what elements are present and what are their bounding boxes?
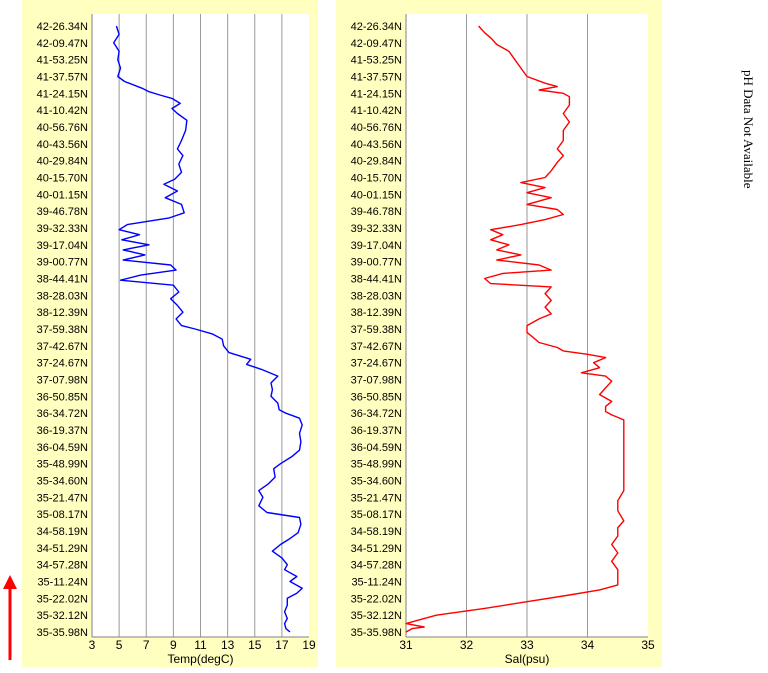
sal-y-tick-label: 40-01.15N	[351, 189, 402, 201]
sal-profile-line	[405, 25, 625, 633]
temp-x-tick-label: 17	[275, 638, 289, 652]
sal-y-tick-label: 39-17.04N	[351, 240, 402, 252]
temperature-chart: 3 5 7 9 11 13 15 17 19 42-26.34N 42-09.47N 41-53.25…	[37, 14, 316, 666]
temp-y-tick-label: 40-56.76N	[37, 122, 88, 134]
sal-y-tick-label: 40-43.56N	[351, 139, 402, 151]
sal-y-tick-label: 35-21.47N	[351, 492, 402, 504]
sal-y-tick-label: 37-24.67N	[351, 358, 402, 370]
sal-y-tick-label: 40-29.84N	[351, 156, 402, 168]
temp-y-tick-label: 35-21.47N	[37, 492, 88, 504]
temp-x-tick-label: 19	[302, 638, 316, 652]
sal-y-tick-label: 38-12.39N	[351, 307, 402, 319]
sal-y-tick-label: 34-51.29N	[351, 543, 402, 555]
temp-y-tick-label: 41-37.57N	[37, 72, 88, 84]
sal-y-tick-label: 34-58.19N	[351, 526, 402, 538]
temp-y-tick-label: 35-11.24N	[37, 577, 88, 589]
temp-y-tick-label: 35-22.02N	[37, 593, 88, 605]
temp-y-tick-label: 35-34.60N	[37, 476, 88, 488]
temp-x-tick-label: 7	[143, 638, 150, 652]
temp-x-axis-label: Temp(degC)	[167, 652, 233, 666]
sal-y-tick-label: 36-04.59N	[351, 442, 402, 454]
temp-y-tick-label: 37-42.67N	[37, 341, 88, 353]
ph-unavailable-note: pH Data Not Available	[741, 70, 768, 250]
temp-x-tick-label: 5	[116, 638, 123, 652]
temp-x-tick-label: 15	[248, 638, 262, 652]
temp-y-tick-label: 36-34.72N	[37, 408, 88, 420]
temp-y-tick-label: 39-17.04N	[37, 240, 88, 252]
salinity-chart: 31 32 33 34 35 42-26.34N 42-09.47N 41-53.25N 41-…	[351, 14, 655, 666]
sal-y-tick-label: 41-53.25N	[351, 55, 402, 67]
temp-y-tick-label: 41-53.25N	[37, 55, 88, 67]
temp-x-tick-label: 3	[89, 638, 96, 652]
sal-y-tick-label: 35-34.60N	[351, 476, 402, 488]
sal-y-tick-label: 41-24.15N	[351, 88, 402, 100]
temp-y-tick-label: 34-51.29N	[37, 543, 88, 555]
temp-y-tick-label: 36-04.59N	[37, 442, 88, 454]
temp-y-tick-label: 40-43.56N	[37, 139, 88, 151]
sal-y-tick-label: 40-15.70N	[351, 173, 402, 185]
temp-x-tick-label: 13	[221, 638, 235, 652]
temp-x-tick-label: 9	[170, 638, 177, 652]
temp-y-tick-label: 41-10.42N	[37, 105, 88, 117]
sal-y-tick-label: 35-08.17N	[351, 509, 402, 521]
sal-y-tick-label: 37-59.38N	[351, 324, 402, 336]
sal-x-axis-label: Sal(psu)	[505, 652, 550, 666]
temp-profile-line	[113, 25, 303, 633]
temp-y-tick-label: 38-44.41N	[37, 274, 88, 286]
sal-y-tick-label: 35-48.99N	[351, 459, 402, 471]
sal-x-tick-label: 33	[520, 638, 534, 652]
temp-y-tick-label: 35-08.17N	[37, 509, 88, 521]
sal-x-tick-label: 35	[641, 638, 655, 652]
temp-y-tick-label: 38-12.39N	[37, 307, 88, 319]
temp-y-tick-label: 37-24.67N	[37, 358, 88, 370]
sal-y-tick-label: 34-57.28N	[351, 560, 402, 572]
temp-y-tick-label: 35-32.12N	[37, 610, 88, 622]
sal-y-tick-label: 39-00.77N	[351, 257, 402, 269]
temp-y-tick-label: 38-28.03N	[37, 290, 88, 302]
temp-x-tick-label: 11	[194, 638, 207, 652]
sal-y-tick-label: 35-22.02N	[351, 593, 402, 605]
sal-y-tick-label: 35-35.98N	[351, 627, 402, 639]
temp-y-tick-label: 37-59.38N	[37, 324, 88, 336]
sal-y-tick-label: 37-42.67N	[351, 341, 402, 353]
direction-arrow-icon	[3, 575, 17, 660]
temp-y-tick-label: 40-29.84N	[37, 156, 88, 168]
sal-y-tick-label: 42-26.34N	[351, 21, 402, 33]
temp-y-tick-label: 35-48.99N	[37, 459, 88, 471]
sal-x-tick-label: 31	[399, 638, 413, 652]
temp-y-tick-label: 36-50.85N	[37, 391, 88, 403]
sal-y-tick-label: 39-32.33N	[351, 223, 402, 235]
temp-y-tick-label: 42-09.47N	[37, 38, 88, 50]
sal-y-tick-label: 38-44.41N	[351, 274, 402, 286]
sal-y-tick-label: 35-11.24N	[351, 577, 402, 589]
sal-y-tick-label: 40-56.76N	[351, 122, 402, 134]
sal-x-tick-label: 32	[460, 638, 474, 652]
temp-y-tick-label: 34-57.28N	[37, 560, 88, 572]
temp-y-tick-label: 40-15.70N	[37, 173, 88, 185]
temp-y-tick-label: 41-24.15N	[37, 88, 88, 100]
temp-y-tick-label: 36-19.37N	[37, 425, 88, 437]
temp-y-tick-label: 37-07.98N	[37, 375, 88, 387]
sal-y-tick-label: 36-50.85N	[351, 391, 402, 403]
temp-y-tick-label: 34-58.19N	[37, 526, 88, 538]
sal-x-tick-label: 34	[581, 638, 595, 652]
temp-y-tick-label: 35-35.98N	[37, 627, 88, 639]
sal-y-tick-label: 35-32.12N	[351, 610, 402, 622]
temp-y-tick-label: 39-46.78N	[37, 206, 88, 218]
sal-y-tick-label: 36-19.37N	[351, 425, 402, 437]
temp-y-tick-label: 39-32.33N	[37, 223, 88, 235]
ph-note-text: pH Data Not Available	[741, 70, 756, 189]
temp-y-tick-label: 40-01.15N	[37, 189, 88, 201]
sal-y-tick-label: 37-07.98N	[351, 375, 402, 387]
sal-y-tick-label: 38-28.03N	[351, 290, 402, 302]
sal-y-tick-label: 36-34.72N	[351, 408, 402, 420]
sal-y-tick-label: 39-46.78N	[351, 206, 402, 218]
sal-y-tick-label: 41-37.57N	[351, 72, 402, 84]
sal-y-tick-label: 42-09.47N	[351, 38, 402, 50]
temp-y-tick-label: 42-26.34N	[37, 21, 88, 33]
sal-y-tick-label: 41-10.42N	[351, 105, 402, 117]
temp-y-tick-label: 39-00.77N	[37, 257, 88, 269]
